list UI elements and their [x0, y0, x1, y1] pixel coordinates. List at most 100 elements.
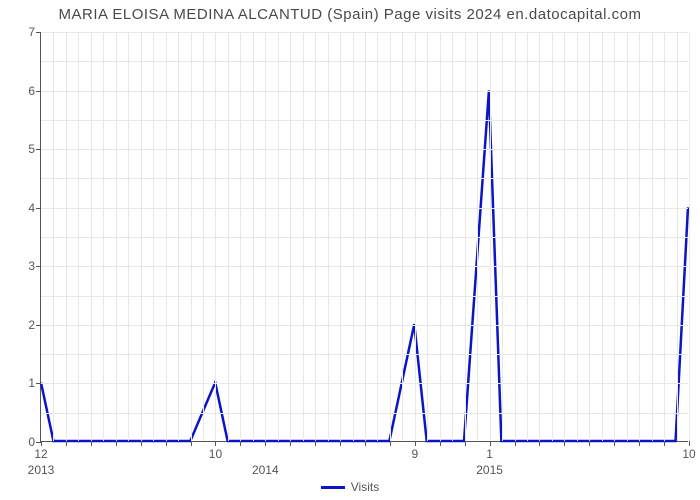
- x-tick-mark: [365, 441, 366, 446]
- legend: Visits: [0, 480, 700, 494]
- grid-v: [178, 32, 179, 441]
- x-tick-mark: [465, 441, 466, 446]
- grid-v: [377, 32, 378, 441]
- grid-v: [415, 32, 416, 441]
- y-tick-mark: [36, 91, 41, 92]
- y-tick-label: 6: [28, 84, 35, 98]
- x-tick-mark: [215, 441, 216, 446]
- grid-v: [78, 32, 79, 441]
- x-tick-mark: [240, 441, 241, 446]
- grid-v: [240, 32, 241, 441]
- grid-v: [614, 32, 615, 441]
- x-tick-mark: [564, 441, 565, 446]
- grid-v: [652, 32, 653, 441]
- grid-v: [103, 32, 104, 441]
- x-tick-mark: [191, 441, 192, 446]
- grid-v: [153, 32, 154, 441]
- grid-v: [53, 32, 54, 441]
- x-tick-mark: [66, 441, 67, 446]
- x-tick-mark: [390, 441, 391, 446]
- x-tick-mark: [315, 441, 316, 446]
- y-tick-label: 7: [28, 25, 35, 39]
- x-tick-mark: [415, 441, 416, 446]
- x-tick-mark: [689, 441, 690, 446]
- grid-v: [564, 32, 565, 441]
- grid-v: [303, 32, 304, 441]
- y-tick-label: 3: [28, 259, 35, 273]
- grid-v: [627, 32, 628, 441]
- grid-v: [91, 32, 92, 441]
- y-tick-label: 4: [28, 201, 35, 215]
- x-tick-mark: [589, 441, 590, 446]
- x-tick-mark: [639, 441, 640, 446]
- x-sub-label: 12: [34, 447, 47, 461]
- grid-v: [253, 32, 254, 441]
- grid-v: [465, 32, 466, 441]
- chart-title: MARIA ELOISA MEDINA ALCANTUD (Spain) Pag…: [0, 6, 700, 23]
- grid-v: [290, 32, 291, 441]
- grid-v: [589, 32, 590, 441]
- grid-v: [602, 32, 603, 441]
- grid-v: [515, 32, 516, 441]
- y-tick-label: 1: [28, 376, 35, 390]
- x-tick-mark: [490, 441, 491, 446]
- grid-v: [265, 32, 266, 441]
- grid-v: [141, 32, 142, 441]
- grid-v: [215, 32, 216, 441]
- grid-v: [639, 32, 640, 441]
- x-tick-mark: [539, 441, 540, 446]
- x-tick-mark: [141, 441, 142, 446]
- y-tick-mark: [36, 149, 41, 150]
- y-tick-mark: [36, 208, 41, 209]
- x-main-label: 2013: [28, 463, 55, 477]
- legend-label: Visits: [351, 480, 379, 494]
- grid-v: [340, 32, 341, 441]
- grid-v: [502, 32, 503, 441]
- x-tick-mark: [91, 441, 92, 446]
- grid-v: [427, 32, 428, 441]
- legend-swatch: [321, 486, 345, 489]
- x-tick-mark: [614, 441, 615, 446]
- grid-v: [66, 32, 67, 441]
- grid-v: [278, 32, 279, 441]
- grid-v: [402, 32, 403, 441]
- x-tick-mark: [41, 441, 42, 446]
- y-tick-label: 2: [28, 318, 35, 332]
- grid-v: [577, 32, 578, 441]
- grid-v: [365, 32, 366, 441]
- grid-v: [203, 32, 204, 441]
- x-sub-label: 10: [682, 447, 695, 461]
- x-tick-mark: [166, 441, 167, 446]
- grid-v: [664, 32, 665, 441]
- x-tick-mark: [440, 441, 441, 446]
- x-sub-label: 9: [412, 447, 419, 461]
- grid-v: [477, 32, 478, 441]
- x-main-label: 2014: [252, 463, 279, 477]
- y-tick-label: 5: [28, 142, 35, 156]
- y-tick-mark: [36, 266, 41, 267]
- grid-v: [689, 32, 690, 441]
- grid-v: [328, 32, 329, 441]
- grid-v: [677, 32, 678, 441]
- plot-area: 0123456712109110201320142015: [40, 32, 688, 442]
- x-tick-mark: [664, 441, 665, 446]
- x-sub-label: 10: [209, 447, 222, 461]
- grid-v: [191, 32, 192, 441]
- grid-v: [527, 32, 528, 441]
- chart-container: MARIA ELOISA MEDINA ALCANTUD (Spain) Pag…: [0, 0, 700, 500]
- x-tick-mark: [515, 441, 516, 446]
- grid-v: [166, 32, 167, 441]
- grid-v: [552, 32, 553, 441]
- grid-v: [440, 32, 441, 441]
- grid-v: [128, 32, 129, 441]
- x-sub-label: 1: [486, 447, 493, 461]
- grid-v: [116, 32, 117, 441]
- grid-v: [539, 32, 540, 441]
- grid-v: [490, 32, 491, 441]
- x-main-label: 2015: [476, 463, 503, 477]
- y-tick-mark: [36, 383, 41, 384]
- x-tick-mark: [290, 441, 291, 446]
- y-tick-mark: [36, 32, 41, 33]
- x-tick-mark: [340, 441, 341, 446]
- grid-v: [228, 32, 229, 441]
